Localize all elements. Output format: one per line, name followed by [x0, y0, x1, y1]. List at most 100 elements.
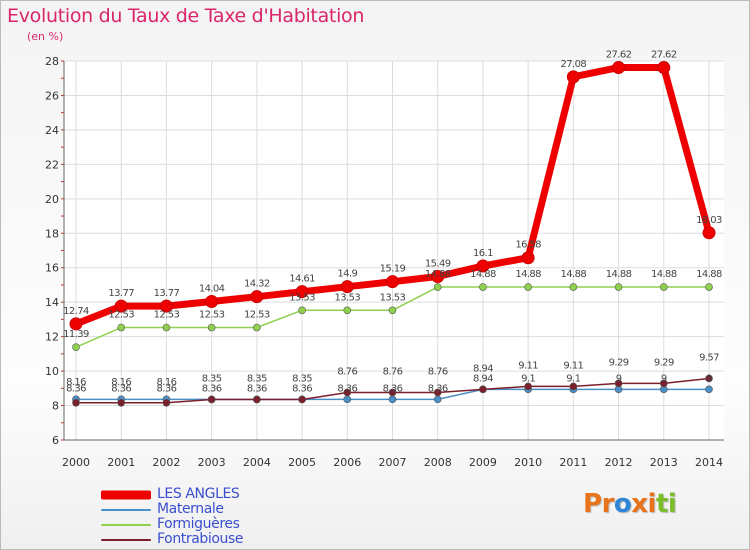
- data-point: [614, 379, 623, 388]
- legend-item: Formiguères: [101, 517, 301, 532]
- data-label: 14.88: [515, 269, 541, 280]
- data-point: [479, 283, 487, 291]
- y-tick-label: 16: [45, 262, 59, 275]
- x-tick-label: 2004: [243, 456, 271, 469]
- x-tick-label: 2002: [152, 456, 180, 469]
- data-point: [524, 382, 532, 391]
- x-tick-label: 2008: [424, 456, 452, 469]
- data-label: 27.08: [561, 59, 587, 70]
- data-label: 14.04: [199, 283, 225, 294]
- data-label: 15.49: [425, 259, 451, 270]
- data-label: 14.88: [606, 269, 632, 280]
- line-chart: 6 8 10 12 14 16 18 20 22 24 26 28 2000 2001 2002 2003 20…: [45, 50, 724, 469]
- data-point: [388, 388, 397, 397]
- data-point: [159, 299, 173, 313]
- data-point: [117, 398, 126, 407]
- data-point: [614, 283, 623, 291]
- data-point: [162, 323, 171, 332]
- data-point: [569, 382, 578, 391]
- data-point: [431, 270, 445, 284]
- plot-area: [64, 61, 724, 440]
- y-tick-label: 20: [45, 193, 59, 206]
- data-label: 9.1: [521, 373, 535, 384]
- data-label: 14.32: [244, 279, 270, 290]
- data-label: 13.77: [108, 288, 134, 299]
- data-point: [612, 61, 626, 75]
- data-point: [657, 61, 671, 75]
- chart-legend: LES ANGLES Maternale Formiguères Fontrabiou…: [101, 487, 301, 547]
- data-point: [702, 226, 716, 240]
- data-label: 8.36: [247, 383, 267, 394]
- data-label: 14.9: [337, 269, 357, 280]
- logo-letter: x: [631, 489, 648, 519]
- legend-item: LES ANGLES: [101, 487, 301, 502]
- data-point: [343, 395, 352, 404]
- data-label: 27.62: [606, 50, 632, 61]
- x-tick-label: 2006: [333, 456, 361, 469]
- data-label: 8.94: [473, 363, 493, 374]
- data-label: 9.1: [566, 373, 580, 384]
- data-point: [388, 395, 397, 404]
- data-label: 27.62: [651, 50, 677, 61]
- x-tick-label: 2014: [695, 456, 723, 469]
- x-tick-label: 2000: [62, 456, 90, 469]
- x-tick-label: 2005: [288, 456, 316, 469]
- data-point: [69, 317, 83, 331]
- y-tick-label: 8: [52, 400, 59, 413]
- data-label: 8.36: [202, 383, 222, 394]
- x-tick-label: 2012: [605, 456, 633, 469]
- data-point: [250, 290, 264, 304]
- data-label: 14.88: [425, 269, 451, 280]
- data-point: [433, 388, 442, 397]
- data-label: 9.29: [654, 357, 674, 368]
- data-label: 18.03: [696, 215, 722, 226]
- legend-item: Fontrabiouse: [101, 532, 301, 547]
- data-label: 12.53: [154, 310, 180, 321]
- data-label: 13.53: [334, 292, 360, 303]
- x-tick-label: 2009: [469, 456, 497, 469]
- data-label: 9.29: [609, 357, 629, 368]
- x-tick-label: 2007: [379, 456, 407, 469]
- data-label: 8.36: [156, 383, 176, 394]
- legend-label: LES ANGLES: [157, 486, 240, 502]
- data-label: 8.94: [473, 373, 493, 384]
- data-point: [114, 299, 128, 313]
- data-label: 8.35: [292, 374, 312, 385]
- y-tick-label: 10: [45, 365, 59, 378]
- y-tick-label: 22: [45, 158, 59, 171]
- data-point: [72, 343, 80, 351]
- data-label: 14.88: [561, 269, 587, 280]
- data-label: 8.36: [111, 383, 131, 394]
- data-point: [566, 70, 580, 84]
- x-tick-label: 2013: [650, 456, 678, 469]
- data-point: [343, 388, 352, 397]
- data-point: [386, 275, 399, 289]
- data-label: 16.58: [515, 240, 541, 251]
- data-point: [253, 395, 261, 404]
- data-point: [521, 251, 535, 265]
- legend-label: Formiguères: [157, 516, 240, 532]
- data-point: [388, 306, 397, 315]
- data-label: 15.19: [380, 264, 406, 275]
- data-label: 13.53: [289, 292, 315, 303]
- data-label: 8.76: [383, 366, 403, 377]
- data-point: [479, 385, 487, 394]
- data-label: 14.88: [651, 269, 677, 280]
- data-label: 8.16: [66, 377, 86, 388]
- data-label: 9.11: [563, 360, 583, 371]
- y-tick-label: 28: [45, 55, 59, 68]
- data-label: 8.16: [156, 377, 176, 388]
- data-point: [340, 280, 354, 294]
- data-label: 14.61: [289, 274, 315, 285]
- data-label: 13.53: [380, 292, 406, 303]
- data-point: [72, 398, 80, 407]
- data-point: [253, 323, 261, 332]
- data-point: [705, 374, 713, 383]
- data-label: 12.53: [199, 310, 225, 321]
- data-label: 8.36: [66, 383, 86, 394]
- data-label: 12.74: [63, 306, 89, 317]
- data-point: [117, 323, 126, 332]
- data-label: 9: [616, 373, 622, 384]
- logo-letter: P: [583, 489, 602, 519]
